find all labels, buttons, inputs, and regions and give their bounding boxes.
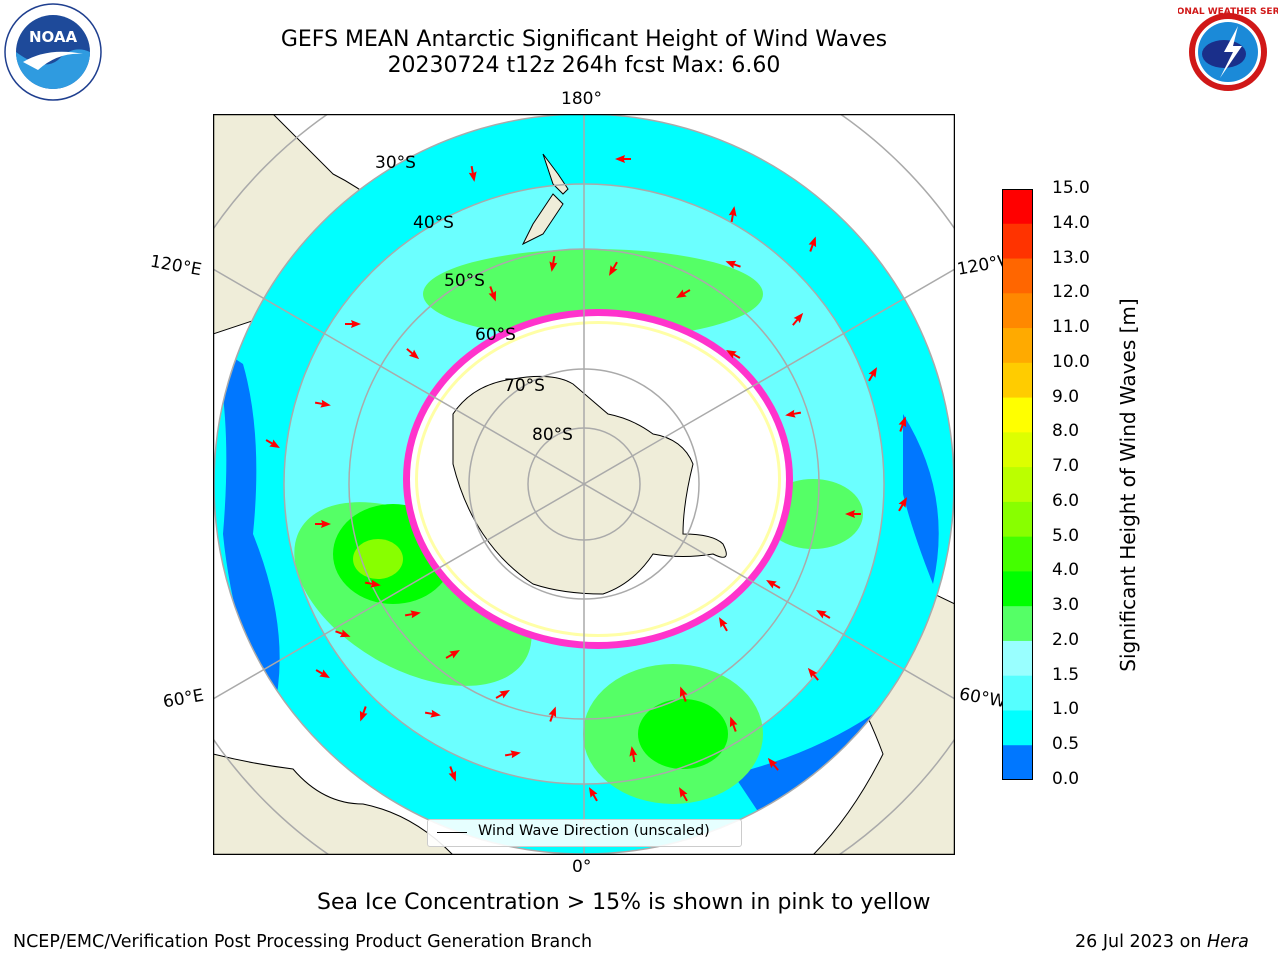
colorbar-swatch (1002, 362, 1033, 399)
colorbar-tick-label: 6.0 (1052, 490, 1080, 511)
wind-wave-arrows (265, 155, 907, 802)
colorbar-swatch (1002, 640, 1033, 677)
lat-label-80s: 80°S (532, 425, 573, 445)
colorbar-tick-label: 0.5 (1052, 734, 1080, 755)
noaa-logo-text: NOAA (29, 28, 78, 46)
colorbar-swatch (1002, 223, 1033, 260)
colorbar-tick-label: 8.0 (1052, 421, 1080, 442)
footer-date-text: 26 Jul 2023 on (1075, 932, 1202, 952)
chart-title: GEFS MEAN Antarctic Significant Height o… (280, 27, 888, 52)
colorbar-frame (1002, 189, 1033, 780)
colorbar-tick-label: 14.0 (1052, 212, 1090, 233)
colorbar (1002, 189, 1033, 781)
national-weather-service-logo: NATIONAL WEATHER SERVICE (1153, 2, 1280, 102)
nws-logo-text: NATIONAL WEATHER SERVICE (1178, 7, 1278, 17)
lon-label-180: 180° (561, 89, 602, 109)
colorbar-swatch (1002, 432, 1033, 468)
colorbar-tick-label: 2.0 (1052, 629, 1080, 650)
sea-ice-note: Sea Ice Concentration > 15% is shown in … (317, 890, 931, 915)
noaa-logo: NOAA (3, 2, 103, 102)
map-frame (212, 113, 956, 856)
lat-label-30s: 30°S (375, 153, 416, 173)
colorbar-swatch (1002, 501, 1033, 538)
colorbar-swatch (1002, 189, 1033, 225)
lat-label-50s: 50°S (444, 271, 485, 291)
colorbar-swatch (1002, 710, 1033, 746)
footer-date: 26 Jul 2023 on Hera (1075, 932, 1249, 952)
polar-stereographic-map (212, 113, 956, 856)
colorbar-swatch (1002, 328, 1033, 364)
footer-credit: NCEP/EMC/Verification Post Processing Pr… (13, 932, 593, 952)
chart-subtitle: 20230724 t12z 264h fcst Max: 6.60 (387, 53, 781, 78)
colorbar-swatch (1002, 675, 1033, 711)
footer-machine: Hera (1206, 932, 1249, 952)
colorbar-swatch (1002, 397, 1033, 433)
colorbar-swatch (1002, 258, 1033, 294)
colorbar-tick-label: 0.0 (1052, 769, 1080, 789)
map-legend: Wind Wave Direction (unscaled) (427, 819, 742, 847)
legend-label: Wind Wave Direction (unscaled) (478, 823, 710, 839)
lon-label-60w: 60°W (957, 684, 1005, 712)
colorbar-tick-label: 1.0 (1052, 699, 1080, 720)
legend-line-icon (437, 832, 467, 833)
colorbar-tick-label: 9.0 (1052, 386, 1080, 407)
colorbar-tick-label: 11.0 (1052, 317, 1090, 338)
lon-label-120e: 120°E (148, 251, 204, 281)
colorbar-tick-label: 3.0 (1052, 595, 1080, 616)
colorbar-tick-label: 5.0 (1052, 525, 1080, 546)
lat-label-70s: 70°S (504, 376, 545, 396)
colorbar-tick-label: 13.0 (1052, 247, 1090, 268)
colorbar-swatch (1002, 571, 1033, 607)
lon-label-120w: 120°W (955, 252, 1005, 280)
lat-label-40s: 40°S (413, 213, 454, 233)
colorbar-swatch (1002, 606, 1033, 642)
lon-label-60e: 60°E (161, 685, 206, 713)
lat-label-60s: 60°S (475, 325, 516, 345)
lon-label-0: 0° (572, 857, 592, 877)
colorbar-tick-label: 7.0 (1052, 456, 1080, 477)
colorbar-swatch (1002, 467, 1033, 503)
colorbar-tick-label: 12.0 (1052, 282, 1090, 303)
colorbar-swatch (1002, 536, 1033, 572)
colorbar-tick-label: 10.0 (1052, 351, 1090, 372)
colorbar-tick-label: 1.5 (1052, 664, 1080, 685)
colorbar-tick-label: 4.0 (1052, 560, 1080, 581)
colorbar-swatch (1002, 293, 1033, 329)
new-zealand-landmass (521, 153, 569, 246)
colorbar-tick-label: 15.0 (1052, 178, 1090, 198)
colorbar-swatch (1002, 745, 1033, 781)
colorbar-label: Significant Height of Wind Waves [m] (1116, 298, 1140, 672)
